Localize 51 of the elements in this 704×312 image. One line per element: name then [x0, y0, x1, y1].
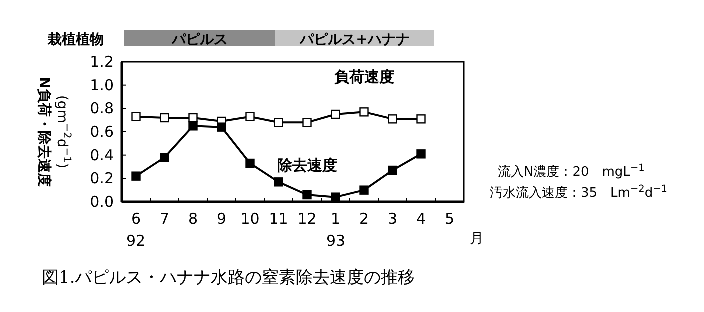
- point: [302, 190, 312, 200]
- point: [132, 112, 141, 122]
- point: [331, 110, 340, 120]
- point: [302, 118, 312, 128]
- x-tick-label: 11: [269, 210, 288, 228]
- point: [360, 108, 369, 117]
- x-tick-label: 10: [240, 210, 260, 228]
- x-tick-label: 1: [330, 210, 341, 228]
- x-tick-label: 9: [216, 210, 227, 228]
- y-tick-label: 0.6: [90, 123, 114, 141]
- point: [160, 153, 170, 162]
- point: [217, 122, 226, 132]
- series-label: 除去速度: [277, 156, 338, 174]
- point: [132, 172, 141, 181]
- x-tick-label: 6: [131, 210, 142, 228]
- text: 図1.パピルス・ハナナ水路の窒素除去速度の推移: [42, 268, 416, 288]
- point: [188, 122, 198, 131]
- series-label: 負荷速度: [334, 68, 394, 86]
- y-tick-label: 0.2: [90, 170, 114, 188]
- x-tick-label: 8: [188, 210, 198, 228]
- x-tick-label: 7: [160, 210, 170, 228]
- point: [416, 150, 426, 159]
- y-tick-label: 0.4: [90, 146, 114, 164]
- x-tick-label: 2: [359, 210, 370, 228]
- point: [160, 113, 170, 123]
- point: [388, 166, 398, 176]
- point: [246, 158, 255, 168]
- text: 栽植植物: [47, 32, 104, 48]
- text: 月: [470, 231, 484, 247]
- point: [246, 112, 255, 122]
- x-tick-label: 4: [416, 210, 426, 228]
- point: [331, 192, 340, 202]
- text: パピルス+ハナナ: [299, 32, 410, 48]
- y-tick-label: 1.0: [90, 76, 114, 94]
- point: [416, 114, 426, 124]
- text: パピルス: [171, 32, 228, 48]
- y-tick-label: 0.0: [90, 193, 114, 211]
- y-tick-label: 1.2: [90, 53, 114, 71]
- point: [274, 118, 284, 128]
- y-tick-label: 0.8: [90, 100, 114, 118]
- x-tick-label: 12: [298, 210, 317, 228]
- point: [188, 113, 198, 123]
- x-tick-label: 5: [444, 210, 455, 228]
- text: 汚水流入速度：35 Lm$^{−2}$d$^{−1}$: [490, 184, 668, 201]
- point: [388, 114, 398, 124]
- text: 流入N濃度：20 mgL$^{−1}$: [498, 162, 645, 180]
- text: 93: [326, 232, 346, 250]
- x-tick-label: 3: [388, 210, 398, 228]
- point: [274, 178, 284, 187]
- point: [360, 186, 369, 195]
- text: 92: [126, 232, 146, 250]
